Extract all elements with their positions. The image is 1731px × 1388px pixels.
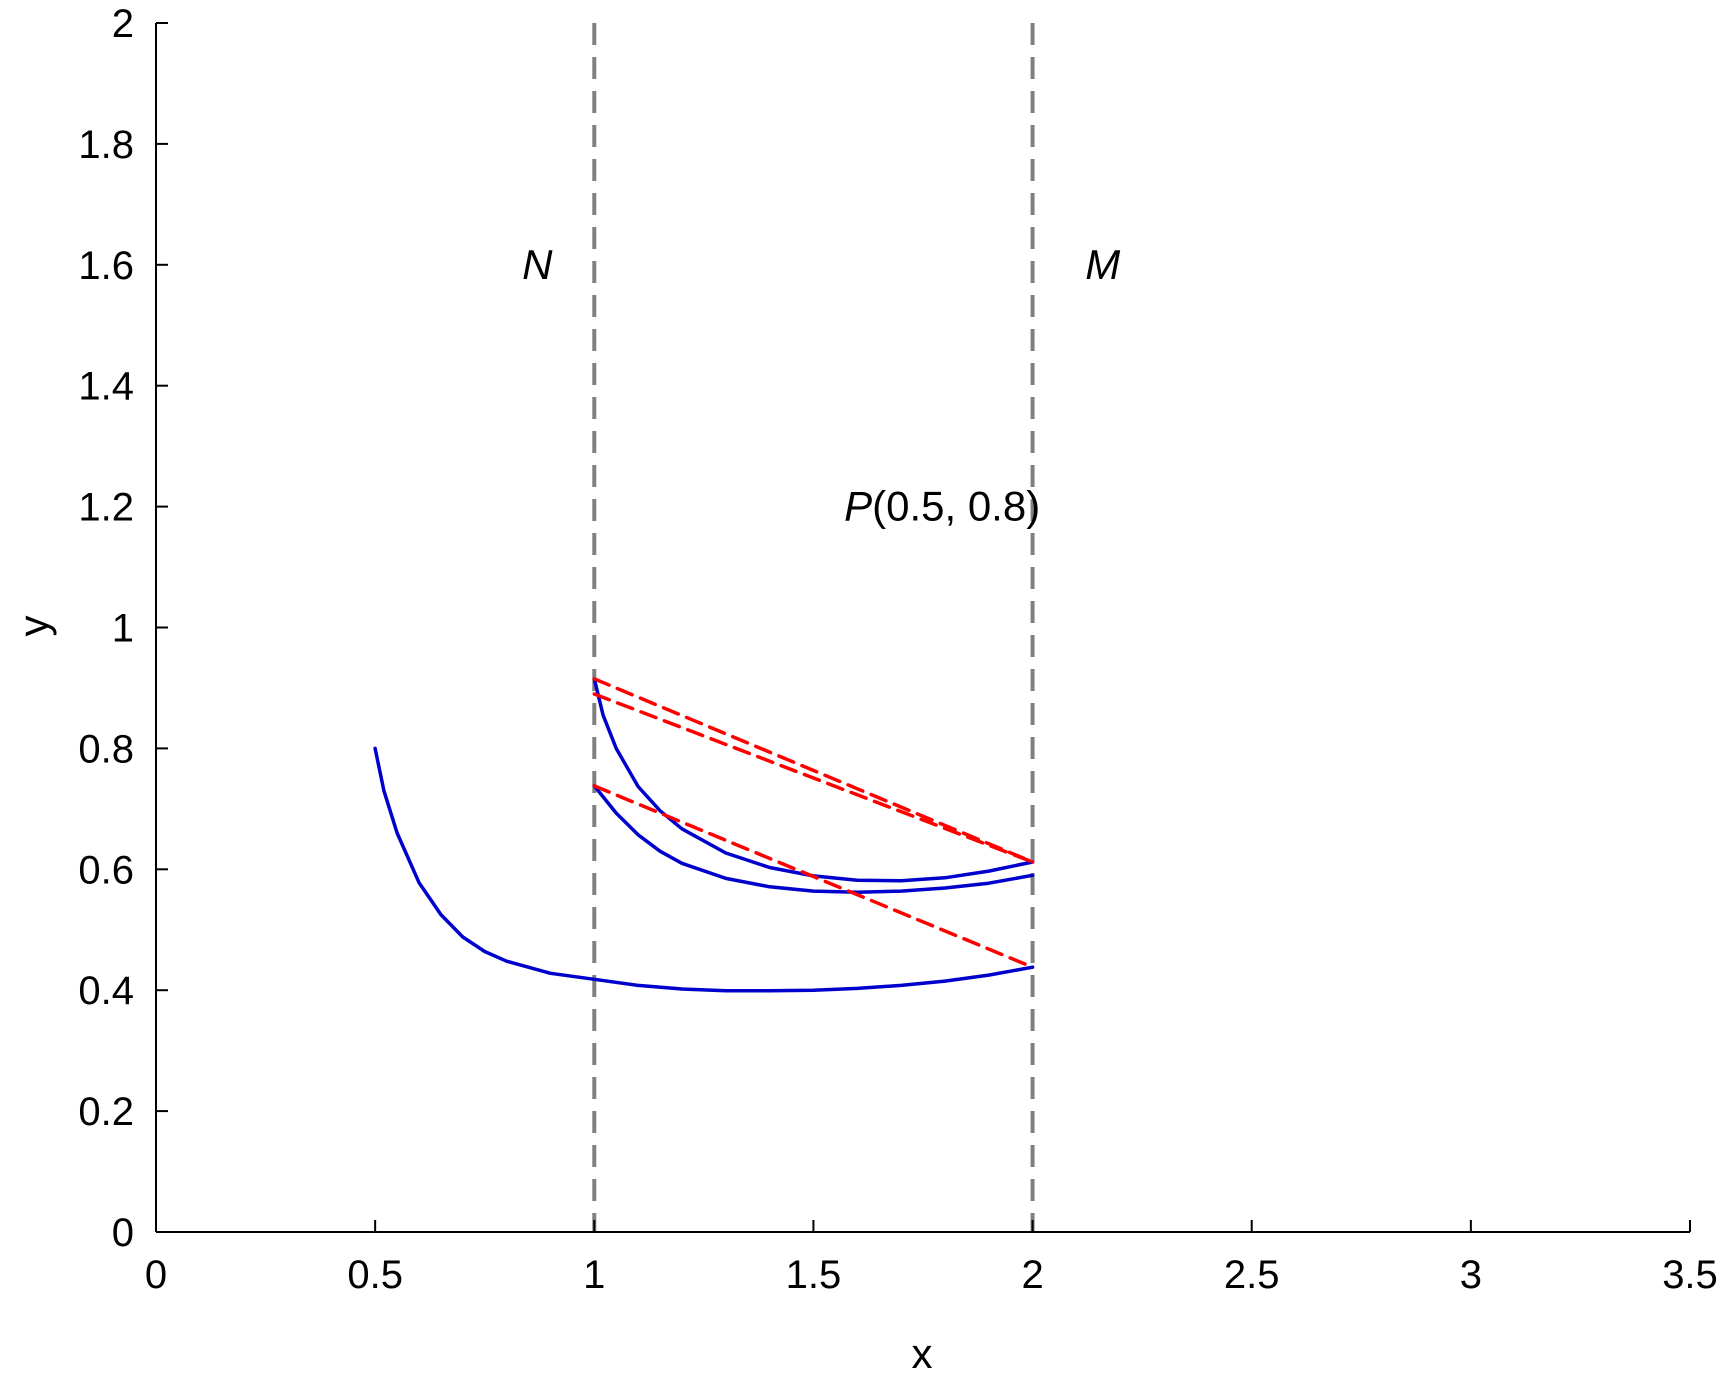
boundary-label-m: M	[1085, 241, 1120, 288]
y-tick-label: 0.6	[78, 848, 134, 892]
x-tick-label: 1	[583, 1253, 605, 1297]
series-group	[373, 677, 1035, 993]
y-tick-label: 2	[112, 2, 134, 46]
y-tick-label: 1.8	[78, 123, 134, 167]
x-tick-label: 2	[1021, 1253, 1043, 1297]
x-tick-label: 3.5	[1662, 1253, 1718, 1297]
y-axis-label: y	[10, 616, 57, 637]
series-curve-2	[592, 784, 1035, 895]
boundary-lines	[592, 23, 1035, 1232]
y-tick-label: 0.8	[78, 727, 134, 771]
series-dashed-line-4	[592, 692, 1035, 864]
x-tick-label: 3	[1460, 1253, 1482, 1297]
x-axis-label: x	[912, 1330, 933, 1377]
point-annotation-name: P	[844, 483, 872, 530]
x-tick-label: 0.5	[347, 1253, 403, 1297]
series-dashed-line-3	[592, 677, 1035, 864]
y-tick-label: 1.4	[78, 365, 134, 409]
x-tick-label: 0	[145, 1253, 167, 1297]
y-tick-label: 1.6	[78, 244, 134, 288]
point-annotation-coords: (0.5, 0.8)	[872, 483, 1040, 530]
y-tick-label: 1	[112, 607, 134, 651]
series-curve-1	[592, 677, 1035, 883]
y-tick-label: 1.2	[78, 486, 134, 530]
x-tick-label: 1.5	[786, 1253, 842, 1297]
boundary-label-n: N	[522, 241, 553, 288]
y-tick-label: 0	[112, 1211, 134, 1255]
series-curve-0	[373, 746, 1035, 993]
y-tick-label: 0.4	[78, 969, 134, 1013]
point-annotation: P(0.5, 0.8)	[844, 483, 1040, 530]
series-dashed-line-5	[592, 784, 1035, 969]
x-ticks: 0 0.5 1 1.5 2 2.5 3 3.5	[145, 1220, 1718, 1297]
x-tick-label: 2.5	[1224, 1253, 1280, 1297]
y-ticks: 0 0.2 0.4 0.6 0.8 1 1.2 1.4 1.6 1.8 2	[78, 2, 168, 1255]
axes	[155, 23, 1690, 1233]
y-tick-label: 0.2	[78, 1090, 134, 1134]
